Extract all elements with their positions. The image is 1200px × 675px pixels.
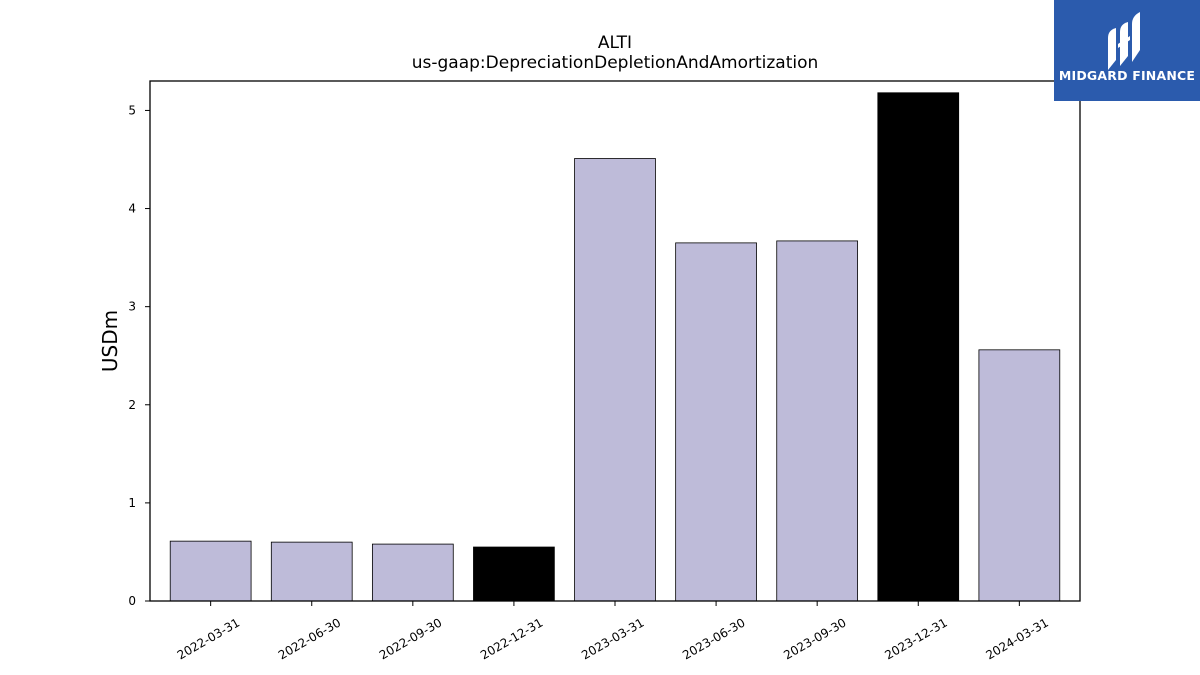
brand-logo: MIDGARD FINANCE xyxy=(1054,0,1200,101)
bar-2023-12-31 xyxy=(877,92,960,602)
x-tick-label: 2022-09-30 xyxy=(377,615,444,662)
plot-frame xyxy=(149,80,1081,602)
x-tick-label: 2022-12-31 xyxy=(478,615,545,662)
y-tick-label: 2 xyxy=(128,398,136,412)
y-tick-label: 1 xyxy=(128,496,136,510)
chart-subtitle: us-gaap:DepreciationDepletionAndAmortiza… xyxy=(412,53,819,73)
x-tick-label: 2023-09-30 xyxy=(781,615,848,662)
x-tick-label: 2023-12-31 xyxy=(882,615,949,662)
x-tick-label: 2023-06-30 xyxy=(680,615,747,662)
bar-2023-09-30 xyxy=(776,240,859,602)
bar-2023-06-30 xyxy=(675,242,757,602)
bar-2022-06-30 xyxy=(270,541,353,602)
x-tick-label: 2024-03-31 xyxy=(983,615,1050,662)
bar-2022-09-30 xyxy=(371,543,454,602)
midgard-logo-icon xyxy=(1108,12,1140,70)
y-tick-label: 5 xyxy=(128,103,136,117)
logo-text: MIDGARD FINANCE xyxy=(1058,68,1196,83)
bar-2023-03-31 xyxy=(574,158,656,602)
bar-2022-03-31 xyxy=(169,540,252,602)
bar-2022-12-31 xyxy=(473,546,555,602)
chart-title: ALTI xyxy=(598,33,632,53)
y-axis-label: USDm xyxy=(98,310,122,372)
x-tick-label: 2022-06-30 xyxy=(276,615,343,662)
y-tick-label: 4 xyxy=(128,202,136,216)
x-tick-label: 2022-03-31 xyxy=(175,615,242,662)
bar-2024-03-31 xyxy=(978,349,1061,602)
y-tick-label: 3 xyxy=(128,300,136,314)
x-tick-label: 2023-03-31 xyxy=(579,615,646,662)
y-tick-label: 0 xyxy=(128,594,136,608)
